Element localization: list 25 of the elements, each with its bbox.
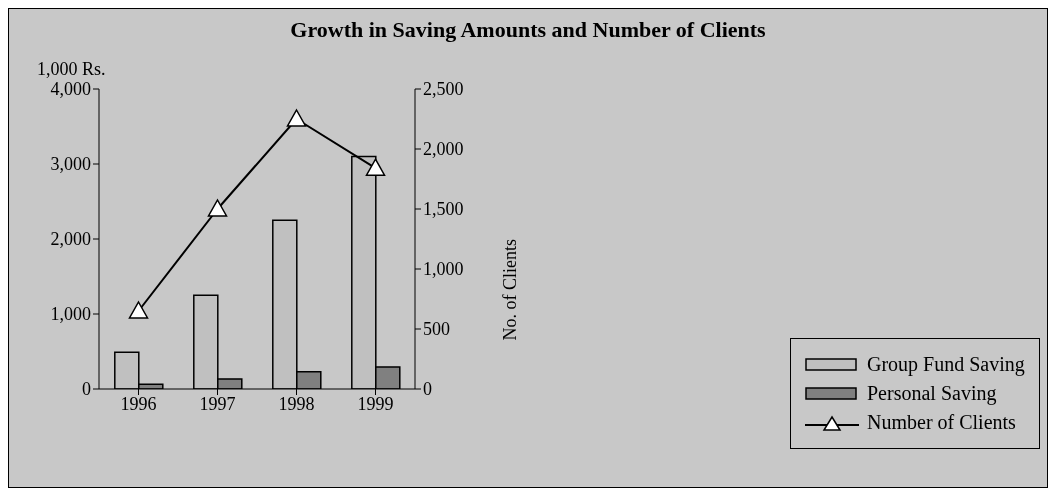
y2-tick-label: 2,000 [423,139,464,160]
y2-tick-label: 1,000 [423,259,464,280]
y2-tick-label: 500 [423,319,450,340]
point [128,301,149,319]
y-tick-label: 0 [82,379,91,400]
text: Growth in Saving Amounts and Number of Clients [289,17,767,43]
y-tick-label: 2,000 [50,229,91,250]
y-axis-title: 1,000 Rs. [37,59,106,80]
x-tick-label: 1996 [120,393,157,414]
y-tick-label: 1,000 [50,304,91,325]
point [286,109,307,127]
x-tick-label: 1998 [278,393,315,414]
x-tick-label: 1997 [199,393,236,414]
x-tick-label: 1999 [357,393,394,414]
legend-label: Group Fund Saving [867,353,1025,376]
legend-label: Number of Clients [867,411,1016,434]
y2-axis-title: No. of Clients [500,239,521,341]
y2-tick-label: 0 [423,379,432,400]
point [365,158,386,176]
point [207,199,228,217]
y2-tick-label: 2,500 [423,79,464,100]
y2-tick-label: 1,500 [423,199,464,220]
y-tick-label: 4,000 [50,79,91,100]
y-tick-label: 3,000 [50,154,91,175]
legend-label: Personal Saving [867,382,997,405]
